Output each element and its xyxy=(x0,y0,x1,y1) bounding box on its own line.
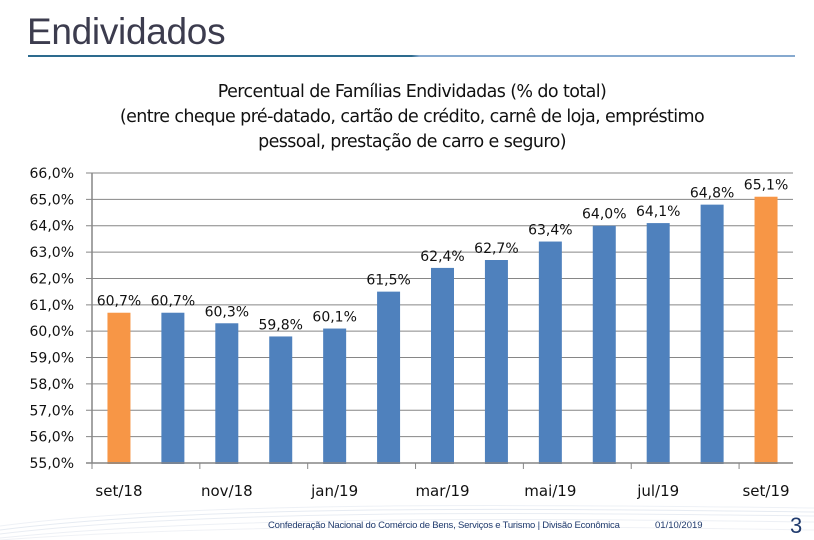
y-axis-labels: 55,0% 56,0% 57,0% 58,0% 59,0% 60,0% 61,0% 62,0%… xyxy=(30,166,74,472)
bar-jul-19 xyxy=(646,223,670,464)
footer-date: 01/10/2019 xyxy=(655,520,703,531)
bar-mai-19 xyxy=(538,241,562,464)
chart-title-line-2: (entre cheque pré-datado, cartão de créd… xyxy=(119,107,705,127)
y-tick-label: 61,0% xyxy=(30,298,74,314)
x-axis-labels: set/18 nov/18 jan/19 mar/19 mai/19 jul/19 set/… xyxy=(95,482,789,500)
page-number: 3 xyxy=(790,513,803,538)
data-labels: 60,7% 60,7% 60,3% 59,8% 60,1% 61,5% 62,4% 62,7%… xyxy=(97,178,789,334)
y-tick-label: 65,0% xyxy=(30,192,74,208)
data-label: 64,8% xyxy=(690,186,734,202)
data-label: 64,1% xyxy=(636,204,680,220)
slide-title: Endividados xyxy=(27,11,226,52)
bar-abr-19 xyxy=(484,260,508,464)
bar-nov-18 xyxy=(215,323,239,464)
y-tick-label: 56,0% xyxy=(30,430,74,446)
footer-organization: Confederação Nacional do Comércio de Ben… xyxy=(268,520,620,531)
title-underline xyxy=(28,55,795,57)
bar-jun-19 xyxy=(592,225,616,464)
bar-fev-19 xyxy=(377,291,401,464)
y-tick-label: 64,0% xyxy=(30,219,74,235)
y-tick-label: 66,0% xyxy=(30,166,74,182)
y-tick-label: 59,0% xyxy=(30,351,74,367)
x-tick-label: mar/19 xyxy=(415,482,469,500)
x-tick-label: nov/18 xyxy=(201,482,253,500)
chart-title-line-1: Percentual de Famílias Endividadas (% do… xyxy=(217,82,607,102)
chart-title-line-3: pessoal, prestação de carro e seguro) xyxy=(258,132,566,152)
data-label: 60,7% xyxy=(151,294,195,310)
x-tick-label: set/19 xyxy=(742,482,789,500)
y-tick-label: 60,0% xyxy=(30,324,74,340)
bar-out-18 xyxy=(161,312,185,464)
data-label: 62,4% xyxy=(420,249,464,265)
bar-chart: 55,0% 56,0% 57,0% 58,0% 59,0% 60,0% 61,0% 62,0%… xyxy=(30,166,793,500)
data-label: 61,5% xyxy=(366,273,410,289)
bar-mar-19 xyxy=(431,267,454,464)
y-tick-label: 58,0% xyxy=(30,377,74,393)
x-tick-label: set/18 xyxy=(95,482,142,500)
bar-set-19 xyxy=(754,196,778,464)
data-label: 63,4% xyxy=(528,223,572,239)
x-tick-label: jan/19 xyxy=(310,482,358,500)
data-label: 62,7% xyxy=(474,241,518,257)
y-tick-label: 57,0% xyxy=(30,403,74,419)
x-tick-label: mai/19 xyxy=(524,482,576,500)
data-label: 60,3% xyxy=(205,304,249,320)
data-label: 64,0% xyxy=(582,207,626,223)
footer-decoration xyxy=(0,505,814,540)
y-tick-label: 55,0% xyxy=(30,456,74,472)
data-label: 59,8% xyxy=(258,317,302,333)
axes xyxy=(86,173,793,469)
bars xyxy=(107,196,778,465)
bar-set-18 xyxy=(107,312,131,464)
y-tick-label: 62,0% xyxy=(30,271,74,287)
data-label: 65,1% xyxy=(744,178,788,194)
chart-title: Percentual de Famílias Endividadas (% do… xyxy=(0,80,814,155)
bar-dez-18 xyxy=(269,336,293,464)
bar-ago-19 xyxy=(700,204,724,465)
bar-jan-19 xyxy=(323,328,347,464)
data-label: 60,1% xyxy=(312,310,356,326)
data-label: 60,7% xyxy=(97,294,141,310)
y-tick-label: 63,0% xyxy=(30,245,74,261)
x-tick-label: jul/19 xyxy=(636,482,679,500)
